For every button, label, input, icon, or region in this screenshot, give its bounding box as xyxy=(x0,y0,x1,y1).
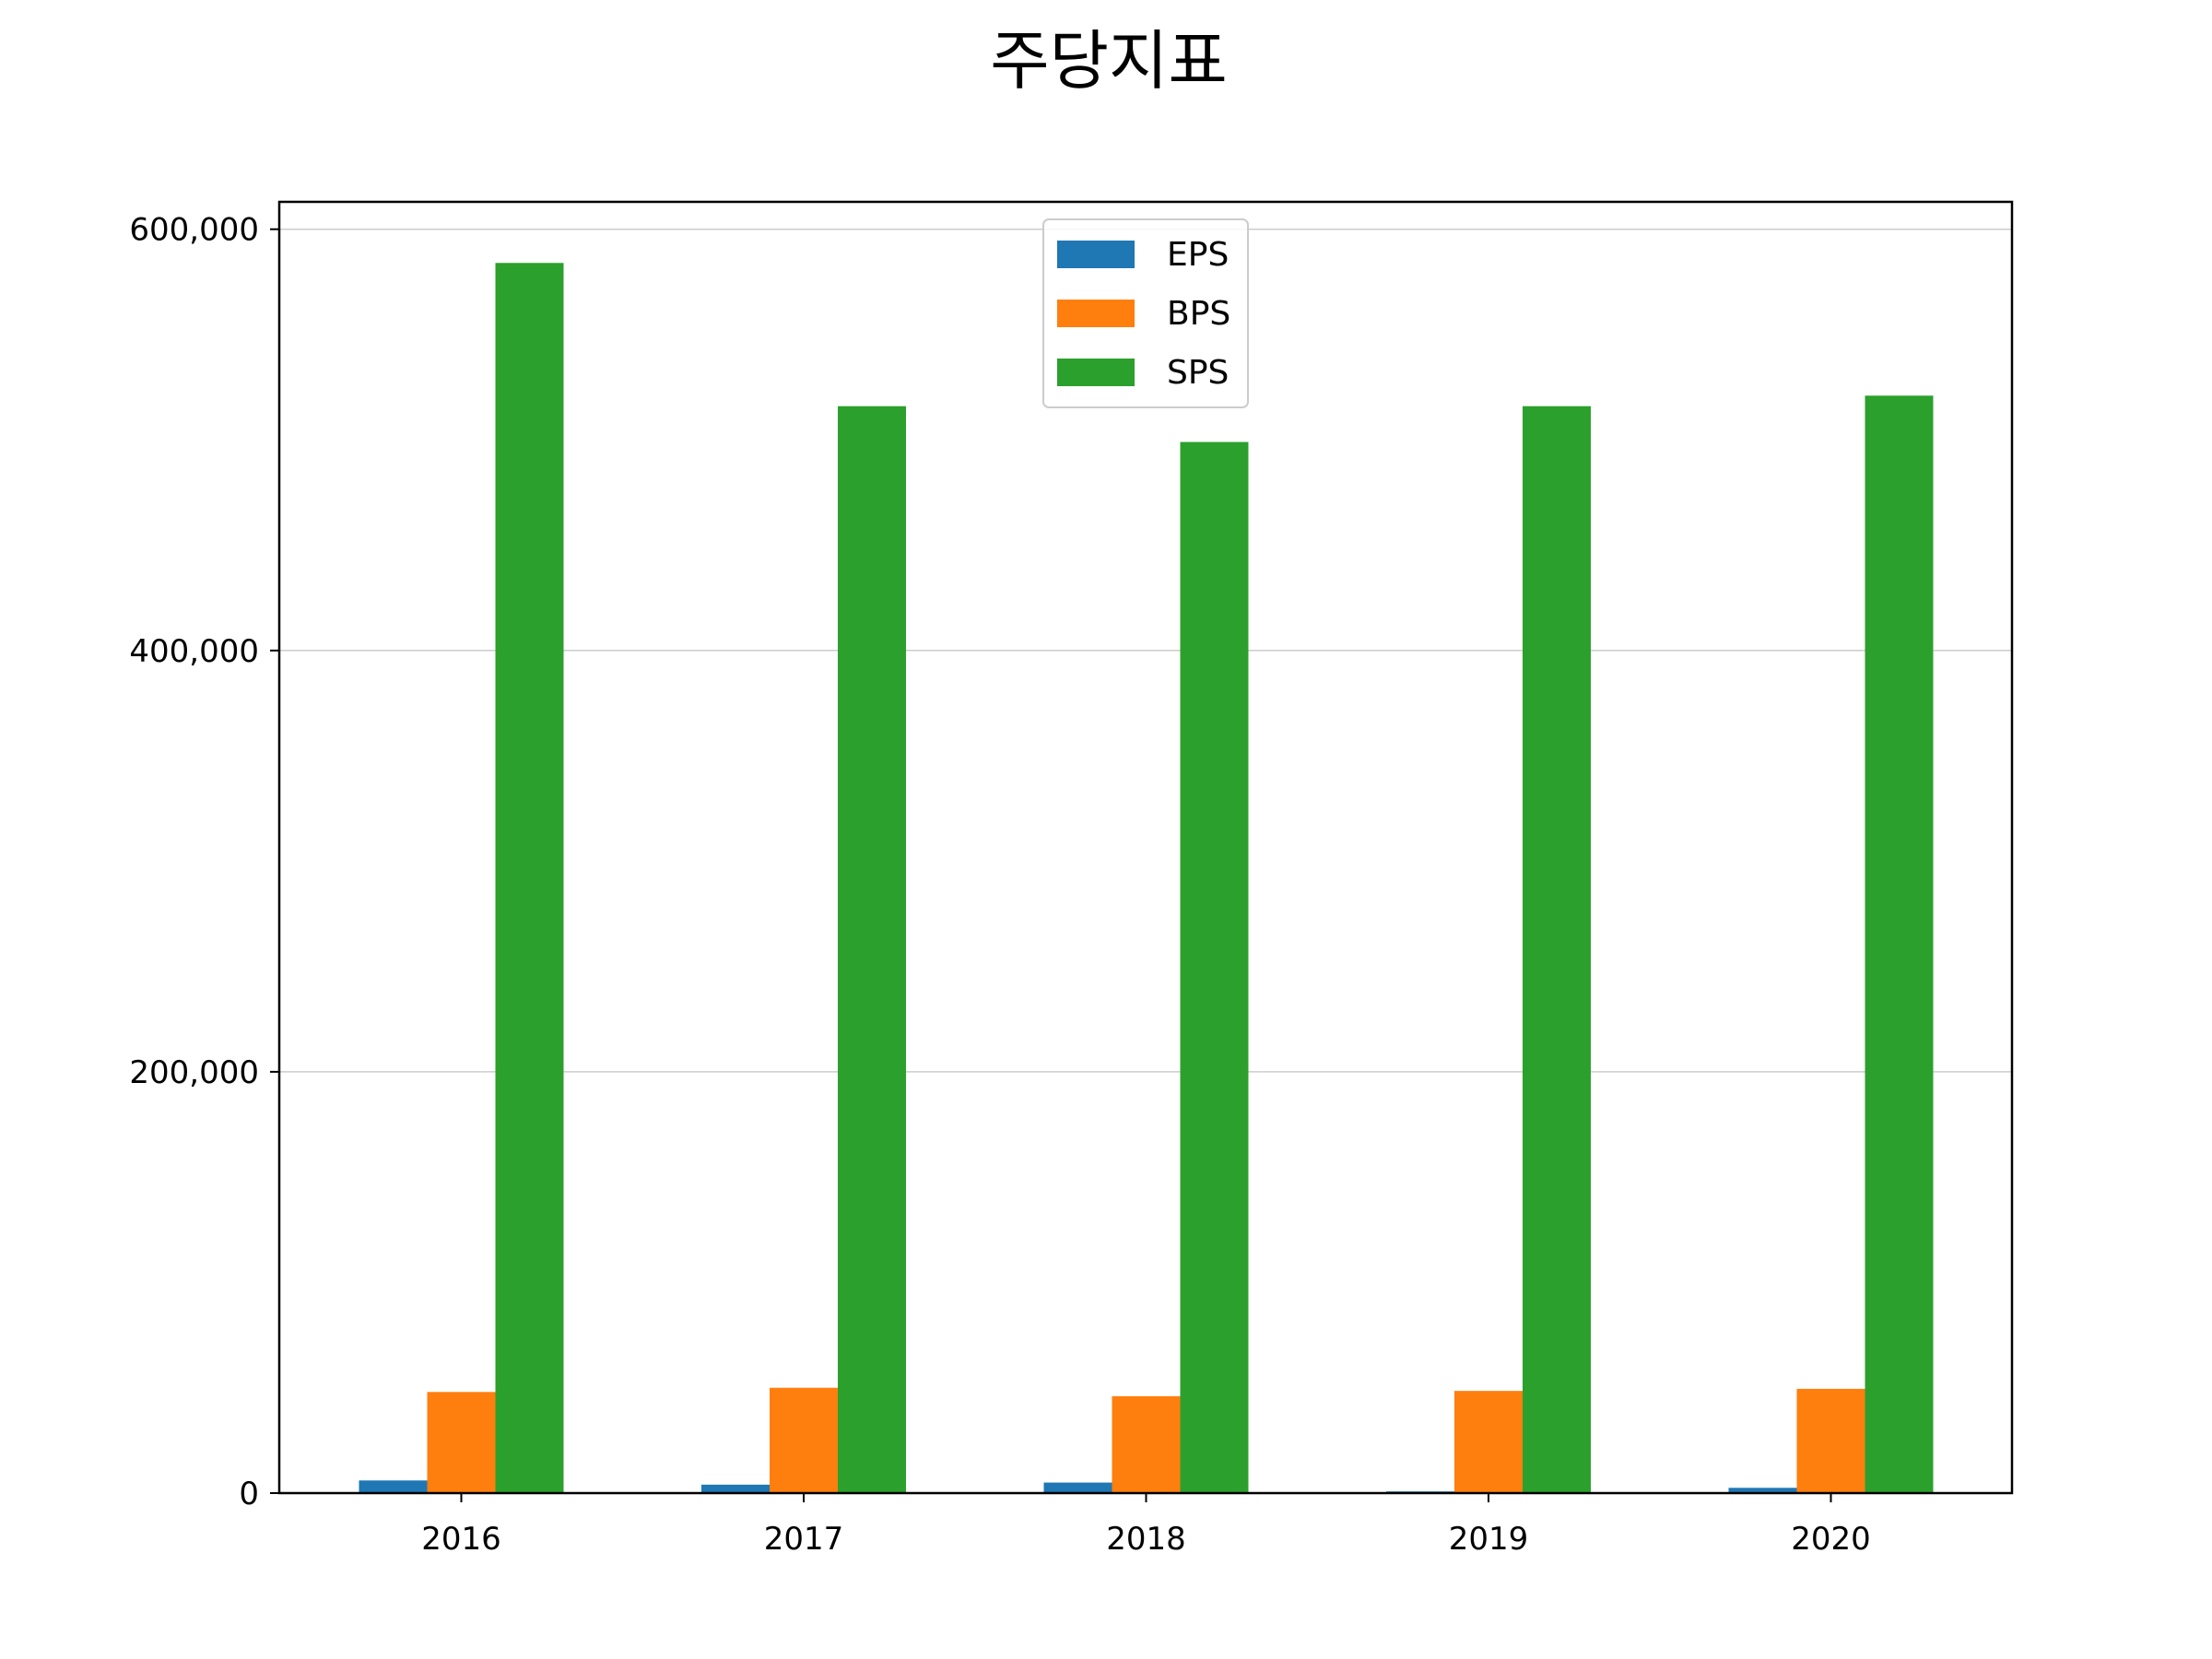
y-tick-label: 400,000 xyxy=(129,633,259,670)
chart-title: 주당지표 xyxy=(990,23,1228,99)
x-tick-label: 2016 xyxy=(421,1521,501,1558)
bar-bps-2020 xyxy=(1796,1388,1865,1493)
legend-swatch-sps xyxy=(1057,359,1135,386)
legend-label-eps: EPS xyxy=(1167,236,1229,274)
legend-label-sps: SPS xyxy=(1167,354,1229,392)
bar-sps-2016 xyxy=(495,263,564,1494)
bar-sps-2020 xyxy=(1865,395,1934,1493)
bar-bps-2018 xyxy=(1112,1395,1181,1493)
bar-eps-2016 xyxy=(359,1480,428,1493)
x-tick-label: 2018 xyxy=(1106,1521,1186,1558)
legend-swatch-eps xyxy=(1057,241,1135,268)
x-tick-label: 2019 xyxy=(1449,1521,1529,1558)
bar-sps-2017 xyxy=(838,406,906,1494)
bar-eps-2018 xyxy=(1043,1482,1112,1493)
bar-bps-2016 xyxy=(427,1392,496,1493)
y-tick-label: 0 xyxy=(239,1476,259,1512)
y-tick-label: 600,000 xyxy=(129,212,259,249)
legend-swatch-bps xyxy=(1057,300,1135,327)
legend-label-bps: BPS xyxy=(1167,295,1230,333)
bar-eps-2020 xyxy=(1728,1488,1797,1493)
plot-area: 0 200,000 400,000 600,000 2016 2017 2018 2019 20… xyxy=(129,200,2014,1558)
bar-sps-2018 xyxy=(1180,441,1249,1493)
bar-sps-2019 xyxy=(1523,406,1591,1494)
bar-eps-2017 xyxy=(701,1484,770,1493)
bar-bps-2017 xyxy=(770,1387,838,1493)
x-tick-label: 2017 xyxy=(764,1521,844,1558)
x-tick-label: 2020 xyxy=(1791,1521,1871,1558)
bar-bps-2019 xyxy=(1454,1391,1523,1493)
y-tick-label: 200,000 xyxy=(129,1054,259,1091)
